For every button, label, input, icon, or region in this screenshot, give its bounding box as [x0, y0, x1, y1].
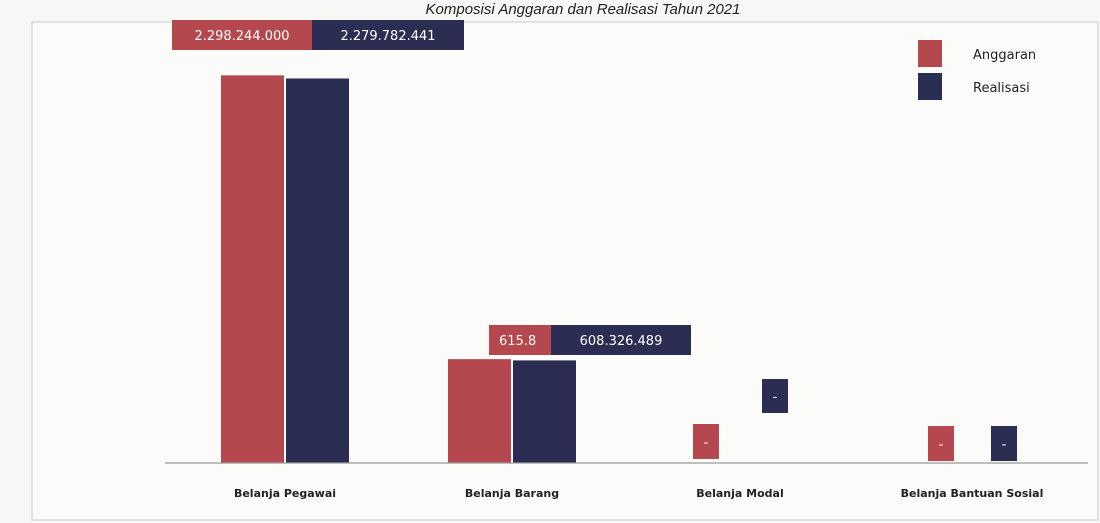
data-label-anggaran-4: -	[939, 438, 944, 453]
bar-realisasi-4	[991, 426, 1017, 461]
legend: Anggaran Realisasi	[918, 40, 1036, 100]
legend-label-realisasi: Realisasi	[973, 81, 1030, 96]
bar-realisasi-1	[286, 78, 349, 463]
category-label-1: Belanja Pegawai	[234, 487, 336, 500]
data-label-anggaran-2: 615.8	[499, 334, 536, 349]
data-label-bg-realisasi-2	[551, 325, 691, 355]
data-label-realisasi-3: -	[773, 390, 778, 405]
data-label-bg-realisasi-1	[312, 20, 464, 50]
category-label-2: Belanja Barang	[465, 487, 559, 500]
data-label-realisasi-1: 2.279.782.441	[340, 29, 435, 44]
bar-realisasi-2	[513, 360, 576, 463]
category-label-4: Belanja Bantuan Sosial	[901, 487, 1044, 500]
legend-swatch-anggaran	[918, 40, 942, 67]
legend-swatch-realisasi	[918, 73, 942, 100]
data-label-realisasi-4: -	[1002, 438, 1007, 453]
data-label-anggaran-1: 2.298.244.000	[194, 29, 289, 44]
category-label-3: Belanja Modal	[696, 487, 783, 500]
data-label-anggaran-3: -	[704, 436, 709, 451]
bar-anggaran-2	[448, 359, 511, 463]
legend-label-anggaran: Anggaran	[973, 48, 1036, 63]
data-label-bg-anggaran-1	[172, 20, 312, 50]
bar-anggaran-3	[693, 424, 719, 459]
bar-anggaran-1	[221, 75, 284, 463]
chart-title: Komposisi Anggaran dan Realisasi Tahun 2…	[426, 1, 741, 18]
bar-realisasi-3	[762, 379, 788, 413]
data-label-realisasi-2: 608.326.489	[580, 334, 663, 349]
bar-anggaran-4	[928, 426, 954, 461]
